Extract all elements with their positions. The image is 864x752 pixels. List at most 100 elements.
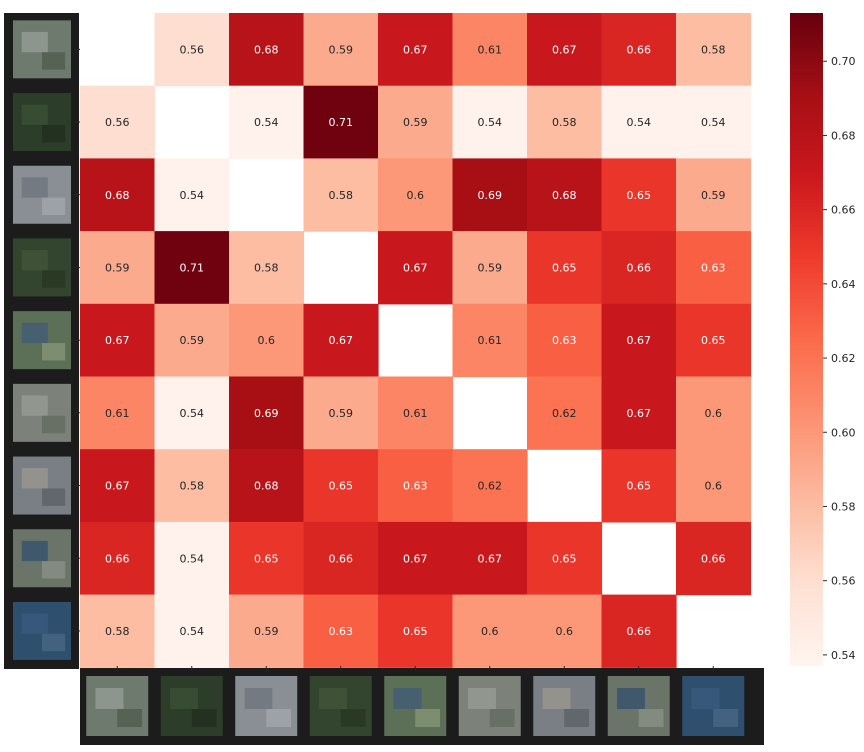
heatmap-cell — [378, 85, 454, 159]
heatmap-cell — [154, 303, 230, 378]
cell-value-label: 0.69 — [478, 189, 503, 202]
cell-value-label: 0.58 — [329, 189, 354, 202]
heatmap-cell — [527, 158, 603, 232]
heatmap-cell — [154, 158, 230, 232]
heatmap-cell — [601, 594, 677, 668]
row-thumbnail — [13, 238, 71, 297]
heatmap-cell — [676, 231, 752, 305]
cell-value-label: 0.63 — [701, 261, 726, 274]
heatmap-cell — [452, 303, 528, 378]
heatmap-cell — [154, 521, 230, 596]
row-thumbnail — [13, 311, 71, 370]
heatmap-cells — [80, 13, 752, 668]
heatmap-cell — [154, 13, 230, 87]
heatmap-cell — [378, 13, 454, 87]
cell-value-label: 0.68 — [105, 189, 130, 202]
cell-value-label: 0.67 — [478, 552, 503, 565]
column-thumbnail — [533, 676, 596, 736]
cell-value-label: 0.62 — [552, 407, 577, 420]
cell-value-label: 0.59 — [329, 407, 354, 420]
cell-value-label: 0.67 — [627, 407, 652, 420]
cell-value-label: 0.68 — [552, 189, 577, 202]
heatmap-cell — [601, 158, 677, 232]
row-thumbnail — [13, 20, 71, 79]
heatmap-cell — [601, 449, 677, 523]
heatmap-cell — [80, 376, 156, 450]
cell-value-label: 0.61 — [478, 334, 503, 347]
cell-value-label: 0.65 — [329, 480, 354, 493]
cell-value-label: 0.66 — [627, 261, 652, 274]
heatmap-cell — [229, 521, 305, 596]
cell-value-label: 0.66 — [701, 552, 726, 565]
heatmap-cell — [601, 303, 677, 378]
column-thumbnails — [86, 676, 745, 736]
cell-value-label: 0.65 — [403, 625, 428, 638]
cell-value-label: 0.59 — [180, 334, 205, 347]
heatmap-cell — [378, 449, 454, 523]
heatmap-cell — [452, 231, 528, 305]
cell-value-label: 0.6 — [705, 407, 723, 420]
colorbar-tick-label: 0.66 — [831, 204, 856, 217]
cell-value-label: 0.66 — [627, 625, 652, 638]
row-thumbnail — [13, 529, 71, 588]
colorbar — [790, 13, 823, 666]
heatmap-cell — [229, 13, 305, 87]
heatmap-cell — [154, 376, 230, 450]
column-thumbnail — [309, 676, 372, 736]
cell-value-label: 0.67 — [105, 480, 130, 493]
heatmap-cell — [452, 594, 528, 668]
heatmap-cell — [229, 376, 305, 450]
heatmap-cell — [80, 521, 156, 596]
cell-value-label: 0.65 — [254, 552, 279, 565]
cell-value-label: 0.65 — [552, 552, 577, 565]
cell-value-label: 0.68 — [254, 480, 279, 493]
cell-value-label: 0.71 — [180, 261, 205, 274]
heatmap-cell — [676, 376, 752, 450]
column-thumbnail — [384, 676, 447, 736]
cell-value-label: 0.58 — [180, 480, 205, 493]
heatmap-cell — [80, 449, 156, 523]
cell-value-label: 0.67 — [329, 334, 354, 347]
heatmap-cell — [527, 13, 603, 87]
heatmap-cell — [601, 85, 677, 159]
heatmap-cell — [676, 158, 752, 232]
cell-value-label: 0.54 — [627, 116, 652, 129]
cell-value-label: 0.58 — [254, 261, 279, 274]
cell-value-label: 0.58 — [552, 116, 577, 129]
heatmap-cell — [527, 231, 603, 305]
heatmap-cell — [452, 449, 528, 523]
heatmap-cell — [229, 303, 305, 378]
colorbar-tick-label: 0.54 — [831, 649, 856, 662]
cell-value-label: 0.6 — [481, 625, 499, 638]
cell-value-label: 0.67 — [403, 552, 428, 565]
cell-value-label: 0.6 — [556, 625, 574, 638]
heatmap-cell-labels: 0.56 0.68 0.59 0.67 0.61 0.67 0.66 0.58 0.56 0.54… — [105, 43, 726, 638]
cell-value-label: 0.61 — [105, 407, 130, 420]
cell-value-label: 0.58 — [105, 625, 130, 638]
cell-value-label: 0.66 — [329, 552, 354, 565]
heatmap-cell — [229, 231, 305, 305]
heatmap-cell — [601, 13, 677, 87]
cell-value-label: 0.6 — [407, 189, 425, 202]
heatmap-cell — [154, 449, 230, 523]
cell-value-label: 0.59 — [105, 261, 130, 274]
column-thumbnail — [607, 676, 670, 736]
colorbar-tick-label: 0.62 — [831, 352, 856, 365]
cell-value-label: 0.6 — [258, 334, 276, 347]
axis-ticks — [74, 48, 714, 671]
heatmap-cell — [378, 231, 454, 305]
row-thumbnail — [13, 383, 71, 442]
cell-value-label: 0.66 — [627, 43, 652, 56]
cell-value-label: 0.59 — [329, 43, 354, 56]
column-thumbnail — [235, 676, 298, 736]
heatmap-cell — [527, 85, 603, 159]
heatmap-cell — [229, 449, 305, 523]
cell-value-label: 0.65 — [552, 261, 577, 274]
row-thumbnail — [13, 456, 71, 515]
heatmap-cell — [303, 594, 379, 668]
cell-value-label: 0.54 — [701, 116, 726, 129]
heatmap-cell — [676, 85, 752, 159]
colorbar-tick-label: 0.58 — [831, 500, 856, 513]
cell-value-label: 0.66 — [105, 552, 130, 565]
